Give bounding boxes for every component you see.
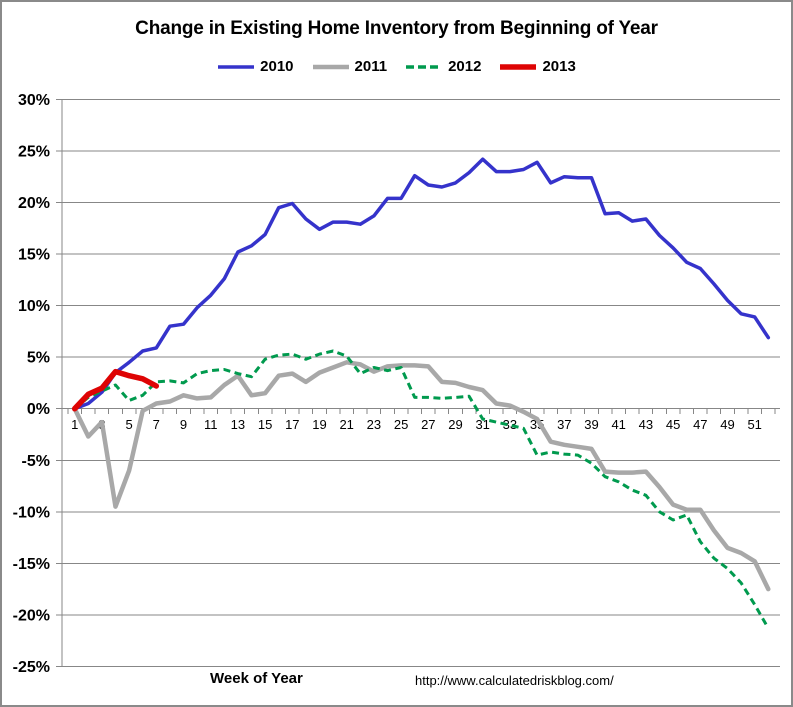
legend-label-2012: 2012 (448, 58, 482, 75)
x-axis-label-27: 27 (421, 417, 435, 432)
y-axis-label-30: 30% (18, 92, 50, 109)
x-axis-label-31: 31 (475, 417, 489, 432)
legend-label-2011: 2011 (354, 58, 388, 75)
x-axis-label-5: 5 (125, 417, 132, 432)
y-axis-label-0: 0% (27, 401, 50, 418)
y-axis-label--5: -5% (22, 453, 50, 470)
series-line-2010 (72, 157, 771, 411)
x-axis-label-9: 9 (180, 417, 187, 432)
x-axis-label-37: 37 (557, 417, 571, 432)
series-line-2012 (73, 349, 770, 630)
legend-label-2010: 2010 (260, 58, 294, 75)
x-axis-label-29: 29 (448, 417, 462, 432)
x-axis-label-25: 25 (394, 417, 408, 432)
x-axis-label-49: 49 (720, 417, 734, 432)
x-axis-label-1: 1 (71, 417, 78, 432)
y-axis-label-25: 25% (18, 143, 50, 160)
x-axis-label-21: 21 (339, 417, 353, 432)
y-axis-label-20: 20% (18, 195, 50, 212)
y-axis-label--15: -15% (13, 556, 50, 573)
legend: 2010 2011 2012 2013 (2, 58, 791, 75)
x-axis-label-41: 41 (611, 417, 625, 432)
x-axis-label-45: 45 (666, 417, 680, 432)
chart-title: Change in Existing Home Inventory from B… (135, 18, 658, 39)
x-axis-label-17: 17 (285, 417, 299, 432)
x-axis-label-19: 19 (312, 417, 326, 432)
legend-line-swatch-2011 (312, 64, 349, 69)
source-url: http://www.calculatedriskblog.com/ (415, 673, 614, 688)
x-axis-label-13: 13 (231, 417, 245, 432)
legend-item-2011: 2011 (312, 58, 388, 75)
legend-item-2012: 2012 (405, 58, 481, 75)
y-axis-label--10: -10% (13, 504, 50, 521)
x-axis-label-43: 43 (639, 417, 653, 432)
series-line-2013 (71, 368, 160, 412)
legend-label-2013: 2013 (542, 58, 576, 75)
x-axis-label-7: 7 (153, 417, 160, 432)
x-axis-title: Week of Year (210, 670, 303, 687)
y-axis-label-15: 15% (18, 247, 50, 264)
y-axis-label-10: 10% (18, 298, 50, 315)
legend-line-swatch-2013 (500, 63, 537, 70)
legend-line-swatch-2012 (406, 64, 443, 69)
x-axis-label-33: 33 (503, 417, 517, 432)
x-axis-label-39: 39 (584, 417, 598, 432)
legend-item-2010: 2010 (217, 58, 294, 75)
series-line-2011 (72, 360, 771, 592)
legend-item-2013: 2013 (499, 58, 576, 75)
y-axis-label--25: -25% (13, 659, 50, 676)
x-axis-label-15: 15 (258, 417, 272, 432)
y-axis-label-5: 5% (27, 350, 50, 367)
x-axis-label-11: 11 (204, 417, 218, 432)
x-axis-label-47: 47 (693, 417, 707, 432)
x-axis-label-23: 23 (367, 417, 381, 432)
legend-line-swatch-2010 (218, 64, 255, 69)
y-axis-label--20: -20% (13, 607, 50, 624)
x-axis-label-51: 51 (747, 417, 761, 432)
